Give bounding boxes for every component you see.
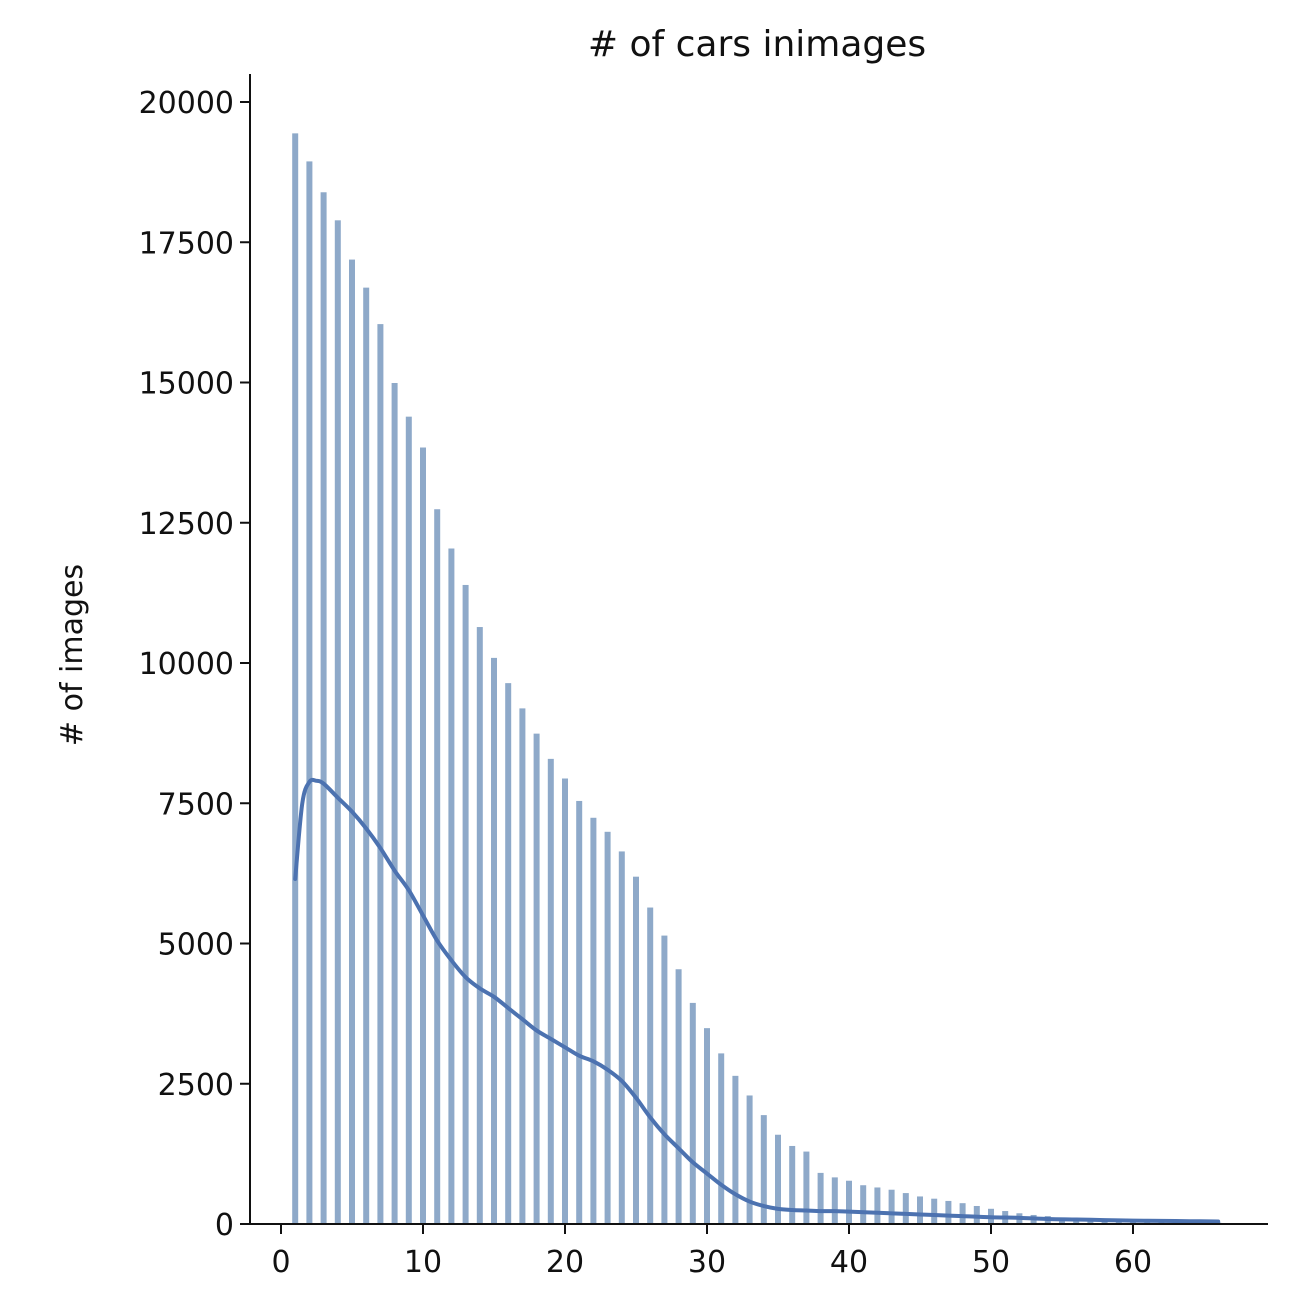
histogram-bar: [504, 682, 513, 1225]
histogram-bar: [646, 906, 655, 1225]
histogram-bar: [333, 219, 342, 1225]
histogram-bar: [859, 1184, 868, 1225]
histogram-bar: [845, 1179, 853, 1225]
histogram-bar: [660, 934, 669, 1225]
axes-group: 0 2500 5000 7500 10000 12500 15000 17500 20000 0 1…: [139, 74, 1268, 1280]
histogram-bar: [561, 777, 569, 1225]
histogram-bar: [348, 258, 356, 1225]
histogram-bar: [546, 757, 555, 1225]
histogram-bar: [475, 626, 484, 1225]
histogram-bar: [958, 1202, 967, 1225]
chart-title: # of cars inimages: [588, 24, 926, 65]
histogram-bar: [788, 1144, 797, 1225]
histogram-bar: [944, 1199, 953, 1225]
x-tick-label: 20: [546, 1245, 584, 1280]
histogram-bar: [490, 656, 498, 1225]
y-tick-label: 12500: [139, 507, 234, 542]
y-axis-title: # of images: [55, 564, 90, 746]
histogram-bar: [816, 1171, 825, 1225]
histogram-bar: [518, 707, 527, 1225]
histogram-bar: [674, 968, 683, 1225]
x-tick-label: 0: [271, 1245, 290, 1280]
histogram-bar: [589, 816, 598, 1225]
histogram-bar: [802, 1150, 811, 1225]
histogram-bar: [532, 732, 541, 1225]
histogram-bar: [916, 1195, 924, 1225]
y-tick-label: 2500: [158, 1068, 234, 1103]
y-tick-label: 10000: [139, 647, 234, 682]
histogram-bar: [447, 547, 456, 1225]
histogram-bar: [433, 508, 442, 1225]
histogram-bar: [362, 286, 371, 1225]
x-tick-label: 10: [404, 1245, 442, 1280]
histogram-bar: [419, 446, 427, 1225]
histogram-bar: [603, 830, 612, 1225]
histogram-bar: [575, 799, 584, 1225]
histogram-bar: [376, 323, 385, 1225]
histogram-bar: [731, 1074, 740, 1225]
histogram-bar: [745, 1094, 754, 1225]
histogram-bar: [930, 1197, 939, 1225]
histogram-bar: [632, 875, 640, 1225]
histogram-bar: [703, 1027, 711, 1225]
kde-line: [293, 777, 1221, 1224]
x-tick-label: 30: [688, 1245, 726, 1280]
y-tick-label: 7500: [158, 787, 234, 822]
y-tick-label: 20000: [139, 86, 234, 121]
x-tick-label: 40: [830, 1245, 868, 1280]
histogram-bar: [390, 382, 399, 1225]
histogram-bar: [717, 1052, 726, 1225]
kde-group: [293, 777, 1221, 1224]
histogram-bar: [887, 1188, 896, 1225]
histogram-bar: [688, 1001, 697, 1225]
histogram-bar: [873, 1186, 882, 1225]
histogram-bar: [291, 132, 300, 1225]
y-tick-label: 5000: [158, 928, 234, 963]
histogram-bar: [319, 191, 328, 1225]
y-tick-label: 0: [215, 1208, 234, 1243]
bars-group: [291, 132, 1223, 1225]
histogram-bar: [404, 415, 413, 1225]
histogram-bar: [830, 1176, 839, 1225]
y-tick-label: 15000: [139, 367, 234, 402]
histogram-bar: [461, 583, 470, 1225]
histogram-bar: [305, 160, 314, 1225]
x-tick-label: 50: [972, 1245, 1010, 1280]
histogram-bar: [617, 850, 626, 1225]
x-tick-label: 60: [1114, 1245, 1152, 1280]
histogram-bar: [901, 1192, 910, 1225]
y-tick-label: 17500: [139, 226, 234, 261]
